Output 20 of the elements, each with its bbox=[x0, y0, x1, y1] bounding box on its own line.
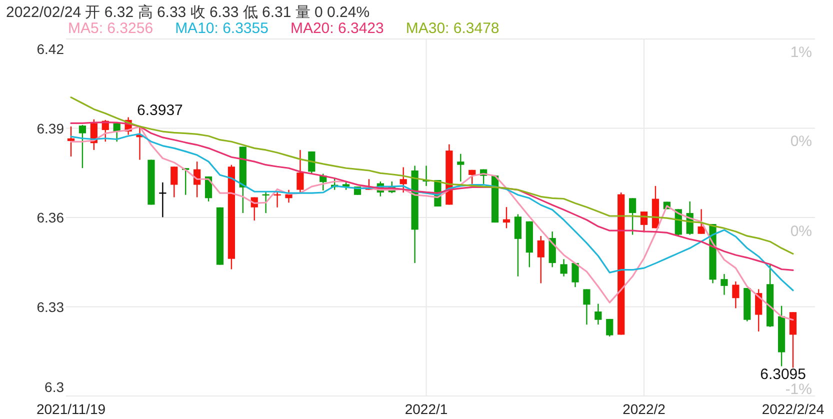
annotation: 6.3937 bbox=[137, 102, 183, 119]
text: MA30: 6.3478 bbox=[406, 20, 500, 37]
text: MA5: 6.3256 bbox=[68, 20, 154, 37]
y-tick-label: 6.33 bbox=[36, 298, 64, 315]
x-tick-label: 2022/2 bbox=[622, 401, 666, 417]
annotation: 0% bbox=[790, 223, 812, 240]
annotation: 1% bbox=[790, 44, 812, 61]
y-tick-label: 6.42 bbox=[36, 41, 64, 57]
y-tick-label: 6.3 bbox=[44, 379, 64, 395]
y-tick-label: 6.39 bbox=[36, 120, 64, 136]
x-tick-label: 2022/2/24 bbox=[762, 401, 824, 417]
y-tick-label: 6.36 bbox=[36, 210, 64, 226]
x-tick-label: 2022/1 bbox=[404, 401, 448, 417]
chart-title: 2022/02/24 开 6.32 高 6.33 收 6.33 低 6.31 量 0 0.24% bbox=[6, 4, 370, 21]
text: MA10: 6.3355 bbox=[175, 20, 268, 37]
x-tick-label: 2021/11/19 bbox=[36, 401, 106, 417]
annotation: 6.3095 bbox=[760, 366, 806, 383]
annotation: 0% bbox=[790, 133, 812, 150]
text: MA20: 6.3423 bbox=[290, 20, 384, 37]
annotation: -1% bbox=[785, 381, 812, 398]
